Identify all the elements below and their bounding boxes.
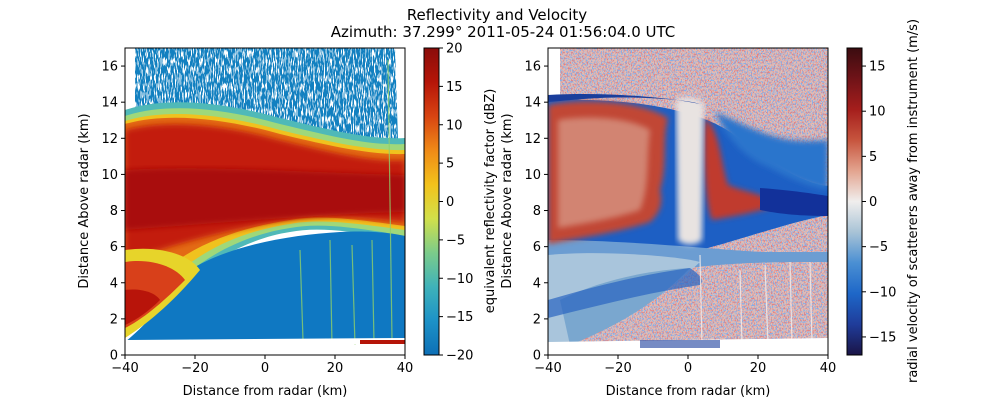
velocity-x-tick-label: 40 [820,361,837,376]
reflectivity-field [125,48,405,355]
velocity-x-ticks: −40 −20 0 20 40 [534,355,836,376]
figure-title: Reflectivity and Velocity [407,6,587,24]
reflectivity-y-tick-label: 0 [110,349,118,364]
reflectivity-y-tick-label: 10 [101,168,118,183]
reflectivity-colorbar-label: equivalent reflectivity factor (dBZ) [483,89,498,314]
velocity-colorbar-tick-label: 15 [869,60,886,75]
velocity-panel: −40 −20 0 20 40 0 2 4 6 8 10 12 14 16 Distance from … [500,19,921,399]
velocity-colorbar-ticks: −15 −10 −5 0 5 10 15 [862,60,896,345]
velocity-y-tick-label: 12 [524,132,541,147]
velocity-y-label: Distance Above radar (km) [500,113,515,288]
reflectivity-colorbar-tick-label: −20 [446,349,473,364]
velocity-colorbar-tick-label: 0 [869,195,877,210]
velocity-colorbar-tick-label: −5 [869,240,888,255]
reflectivity-y-tick-label: 6 [110,240,118,255]
reflectivity-y-label: Distance Above radar (km) [77,113,92,288]
velocity-colorbar-tick-label: 5 [869,150,877,165]
velocity-y-tick-label: 14 [524,96,541,111]
velocity-x-tick-label: 0 [684,361,692,376]
velocity-x-tick-label: 20 [750,361,767,376]
velocity-y-ticks: 0 2 4 6 8 10 12 14 16 [524,60,548,364]
velocity-x-tick-label: −20 [604,361,631,376]
figure-subtitle: Azimuth: 37.299° 2011-05-24 01:56:04.0 U… [331,23,676,41]
reflectivity-y-tick-label: 4 [110,276,118,291]
velocity-y-tick-label: 0 [533,349,541,364]
reflectivity-colorbar-tick-label: 10 [446,118,463,133]
reflectivity-x-tick-label: 0 [261,361,269,376]
reflectivity-colorbar-tick-label: −10 [446,272,473,287]
velocity-x-tick-label: −40 [534,361,561,376]
reflectivity-colorbar [423,47,440,356]
velocity-colorbar-tick-label: 10 [869,105,886,120]
velocity-colorbar-tick-label: −15 [869,330,896,345]
reflectivity-colorbar-tick-label: −5 [446,233,465,248]
velocity-y-tick-label: 16 [524,60,541,75]
reflectivity-y-tick-label: 8 [110,204,118,219]
reflectivity-y-ticks: 0 2 4 6 8 10 12 14 16 [101,60,125,364]
reflectivity-x-tick-label: −40 [111,361,138,376]
reflectivity-colorbar-tick-label: 0 [446,195,454,210]
velocity-colorbar-tick-label: −10 [869,285,896,300]
reflectivity-y-tick-label: 2 [110,312,118,327]
reflectivity-colorbar-tick-label: 15 [446,80,463,95]
reflectivity-colorbar-tick-label: 20 [446,42,463,57]
velocity-y-tick-label: 8 [533,204,541,219]
reflectivity-panel: −40 −20 0 20 40 0 2 4 6 8 10 12 14 16 Distance from … [77,42,498,400]
velocity-field [548,48,828,355]
reflectivity-x-tick-label: 40 [397,361,414,376]
velocity-colorbar-label: radial velocity of scatterers away from … [906,19,921,383]
reflectivity-x-tick-label: 20 [327,361,344,376]
velocity-y-tick-label: 2 [533,312,541,327]
velocity-y-tick-label: 4 [533,276,541,291]
reflectivity-x-label: Distance from radar (km) [183,384,348,399]
reflectivity-colorbar-ticks: −20 −15 −10 −5 0 5 10 15 20 [439,42,473,364]
velocity-x-label: Distance from radar (km) [606,384,771,399]
reflectivity-colorbar-tick-label: 5 [446,157,454,172]
reflectivity-y-tick-label: 14 [101,96,118,111]
velocity-y-tick-label: 6 [533,240,541,255]
reflectivity-x-tick-label: −20 [181,361,208,376]
reflectivity-x-ticks: −40 −20 0 20 40 [111,355,413,376]
velocity-y-tick-label: 10 [524,168,541,183]
reflectivity-y-tick-label: 16 [101,60,118,75]
reflectivity-y-tick-label: 12 [101,132,118,147]
reflectivity-colorbar-tick-label: −15 [446,310,473,325]
velocity-colorbar [846,47,863,356]
